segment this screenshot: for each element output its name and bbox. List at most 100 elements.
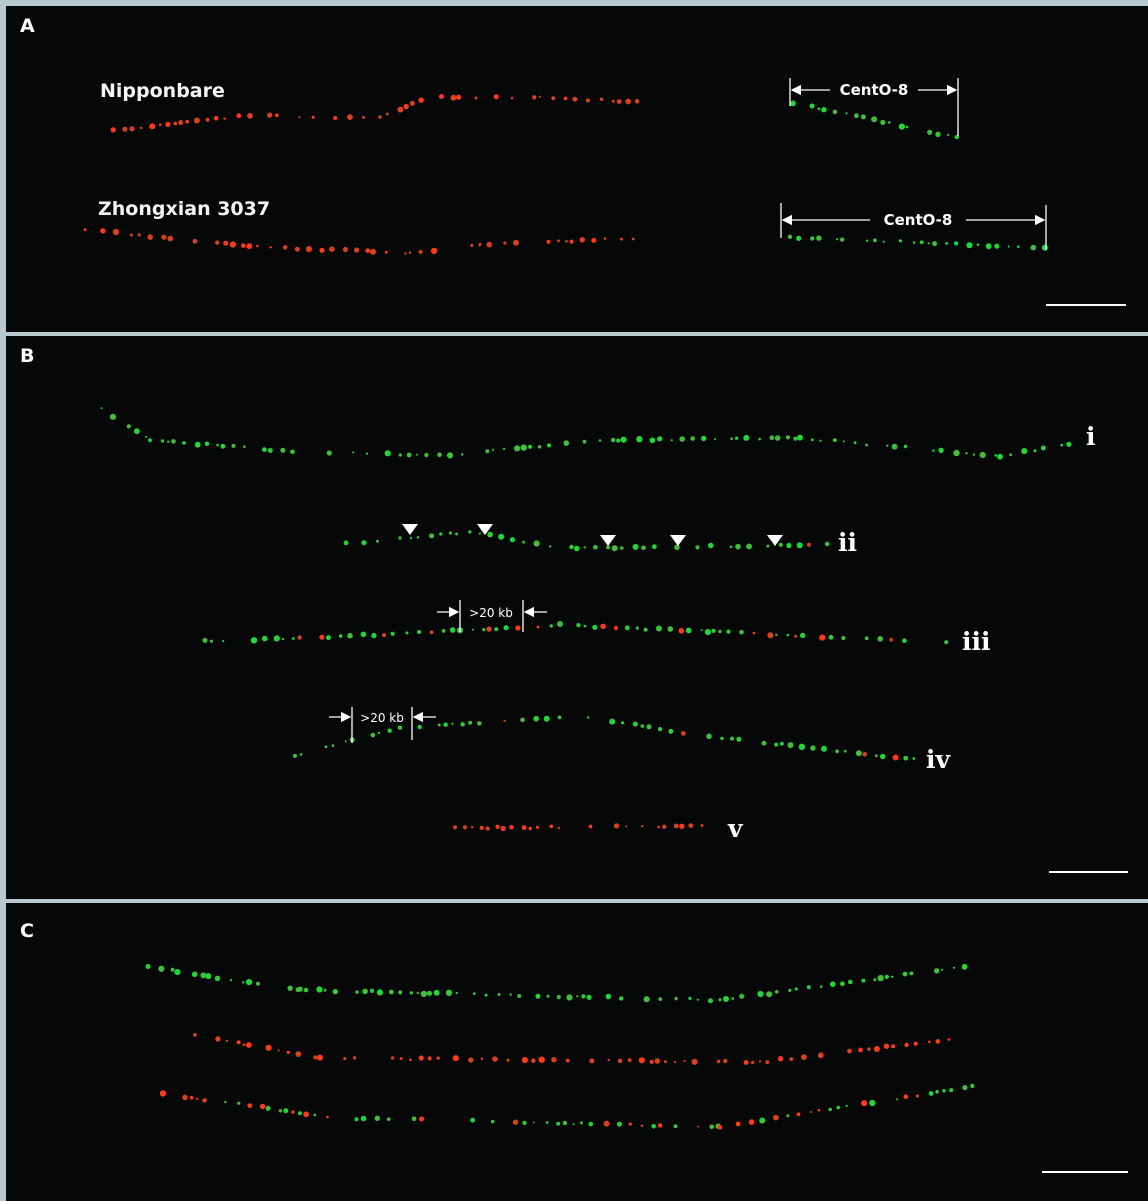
signal-dot bbox=[461, 722, 465, 726]
signal-dot bbox=[480, 826, 484, 830]
signal-dot bbox=[291, 1110, 295, 1114]
signal-dot bbox=[891, 1044, 895, 1048]
signal-dot bbox=[947, 134, 949, 136]
signal-dot bbox=[980, 452, 986, 458]
signal-dot bbox=[681, 731, 686, 736]
signal-dot bbox=[830, 981, 836, 987]
fiber-label: iv bbox=[926, 745, 951, 774]
signal-dot bbox=[617, 1122, 622, 1127]
signal-dot bbox=[479, 533, 481, 535]
signal-dot bbox=[327, 450, 332, 455]
signal-dot bbox=[417, 536, 420, 539]
signal-dot bbox=[604, 237, 607, 240]
signal-dot bbox=[246, 979, 252, 985]
signal-dot bbox=[134, 428, 140, 434]
signal-dot bbox=[370, 989, 374, 993]
signal-dot bbox=[807, 985, 811, 989]
signal-dot bbox=[266, 1045, 272, 1051]
signal-dot bbox=[485, 994, 488, 997]
fiber-label: Nipponbare bbox=[100, 80, 225, 102]
signal-dot bbox=[256, 982, 260, 986]
signal-dot bbox=[821, 746, 827, 752]
signal-dot bbox=[997, 454, 1003, 460]
signal-dot bbox=[522, 541, 525, 544]
signal-dot bbox=[886, 445, 888, 447]
signal-dot bbox=[539, 1057, 545, 1063]
signal-dot bbox=[818, 1109, 821, 1112]
signal-dot bbox=[469, 531, 472, 534]
signal-dot bbox=[549, 825, 553, 829]
signal-dot bbox=[412, 1117, 417, 1122]
signal-dot bbox=[148, 438, 152, 442]
signal-dot bbox=[758, 438, 761, 441]
signal-dot bbox=[513, 240, 519, 246]
signal-dot bbox=[701, 436, 706, 441]
signal-dot bbox=[874, 1046, 880, 1052]
signal-dot bbox=[498, 993, 501, 996]
signal-dot bbox=[475, 97, 478, 100]
signal-dot bbox=[862, 752, 867, 757]
signal-dot bbox=[818, 1052, 824, 1058]
signal-dot bbox=[439, 94, 444, 99]
signal-dot bbox=[398, 726, 402, 730]
signal-dot bbox=[807, 543, 811, 547]
signal-dot bbox=[283, 1108, 288, 1113]
panel-b bbox=[6, 336, 1148, 899]
signal-dot bbox=[214, 116, 219, 121]
signal-dot bbox=[507, 1059, 510, 1062]
signal-dot bbox=[948, 1038, 951, 1041]
signal-dot bbox=[880, 754, 885, 759]
signal-dot bbox=[158, 966, 164, 972]
signal-dot bbox=[674, 1124, 678, 1128]
signal-dot bbox=[215, 240, 219, 244]
signal-dot bbox=[295, 1051, 301, 1057]
signal-dot bbox=[620, 238, 623, 241]
signal-dot bbox=[736, 737, 741, 742]
signal-dot bbox=[347, 633, 353, 639]
signal-dot bbox=[556, 1122, 560, 1126]
signal-dot bbox=[965, 452, 967, 454]
signal-dot bbox=[888, 121, 891, 124]
signal-dot bbox=[558, 716, 562, 720]
signal-dot bbox=[215, 1036, 220, 1041]
signal-dot bbox=[375, 1116, 380, 1121]
signal-dot bbox=[762, 741, 767, 746]
signal-dot bbox=[592, 625, 597, 630]
signal-dot bbox=[494, 94, 499, 99]
signal-dot bbox=[616, 439, 620, 443]
signal-dot bbox=[840, 237, 844, 241]
signal-dot bbox=[167, 441, 169, 443]
figure: A B C Nipponbare Zhongxian 3037 CentO-8 … bbox=[0, 0, 1148, 1201]
signal-dot bbox=[708, 543, 714, 549]
signal-dot bbox=[774, 743, 778, 747]
signal-dot bbox=[994, 454, 997, 457]
signal-dot bbox=[875, 754, 878, 757]
signal-dot bbox=[447, 452, 453, 458]
signal-dot bbox=[1042, 245, 1048, 251]
signal-dot bbox=[929, 1091, 934, 1096]
signal-dot bbox=[138, 233, 141, 236]
signal-dot bbox=[718, 1125, 723, 1130]
signal-dot bbox=[515, 625, 520, 630]
signal-dot bbox=[949, 1088, 953, 1092]
signal-dot bbox=[557, 239, 560, 242]
signal-dot bbox=[679, 436, 685, 442]
signal-dot bbox=[766, 991, 772, 997]
signal-dot bbox=[479, 243, 482, 246]
signal-dot bbox=[268, 448, 273, 453]
signal-dot bbox=[652, 544, 657, 549]
signal-dot bbox=[986, 243, 992, 249]
signal-dot bbox=[580, 237, 586, 243]
signal-dot bbox=[522, 825, 527, 830]
signal-dot bbox=[216, 444, 219, 447]
signal-dot bbox=[944, 640, 948, 644]
signal-dot bbox=[472, 629, 474, 631]
signal-dot bbox=[303, 1111, 309, 1117]
signal-dot bbox=[1021, 448, 1027, 454]
signal-dot bbox=[241, 243, 246, 248]
signal-dot bbox=[101, 407, 103, 409]
signal-dot bbox=[569, 545, 573, 549]
signal-dot bbox=[647, 724, 652, 729]
signal-dot bbox=[256, 245, 259, 248]
signal-dot bbox=[481, 1058, 483, 1060]
